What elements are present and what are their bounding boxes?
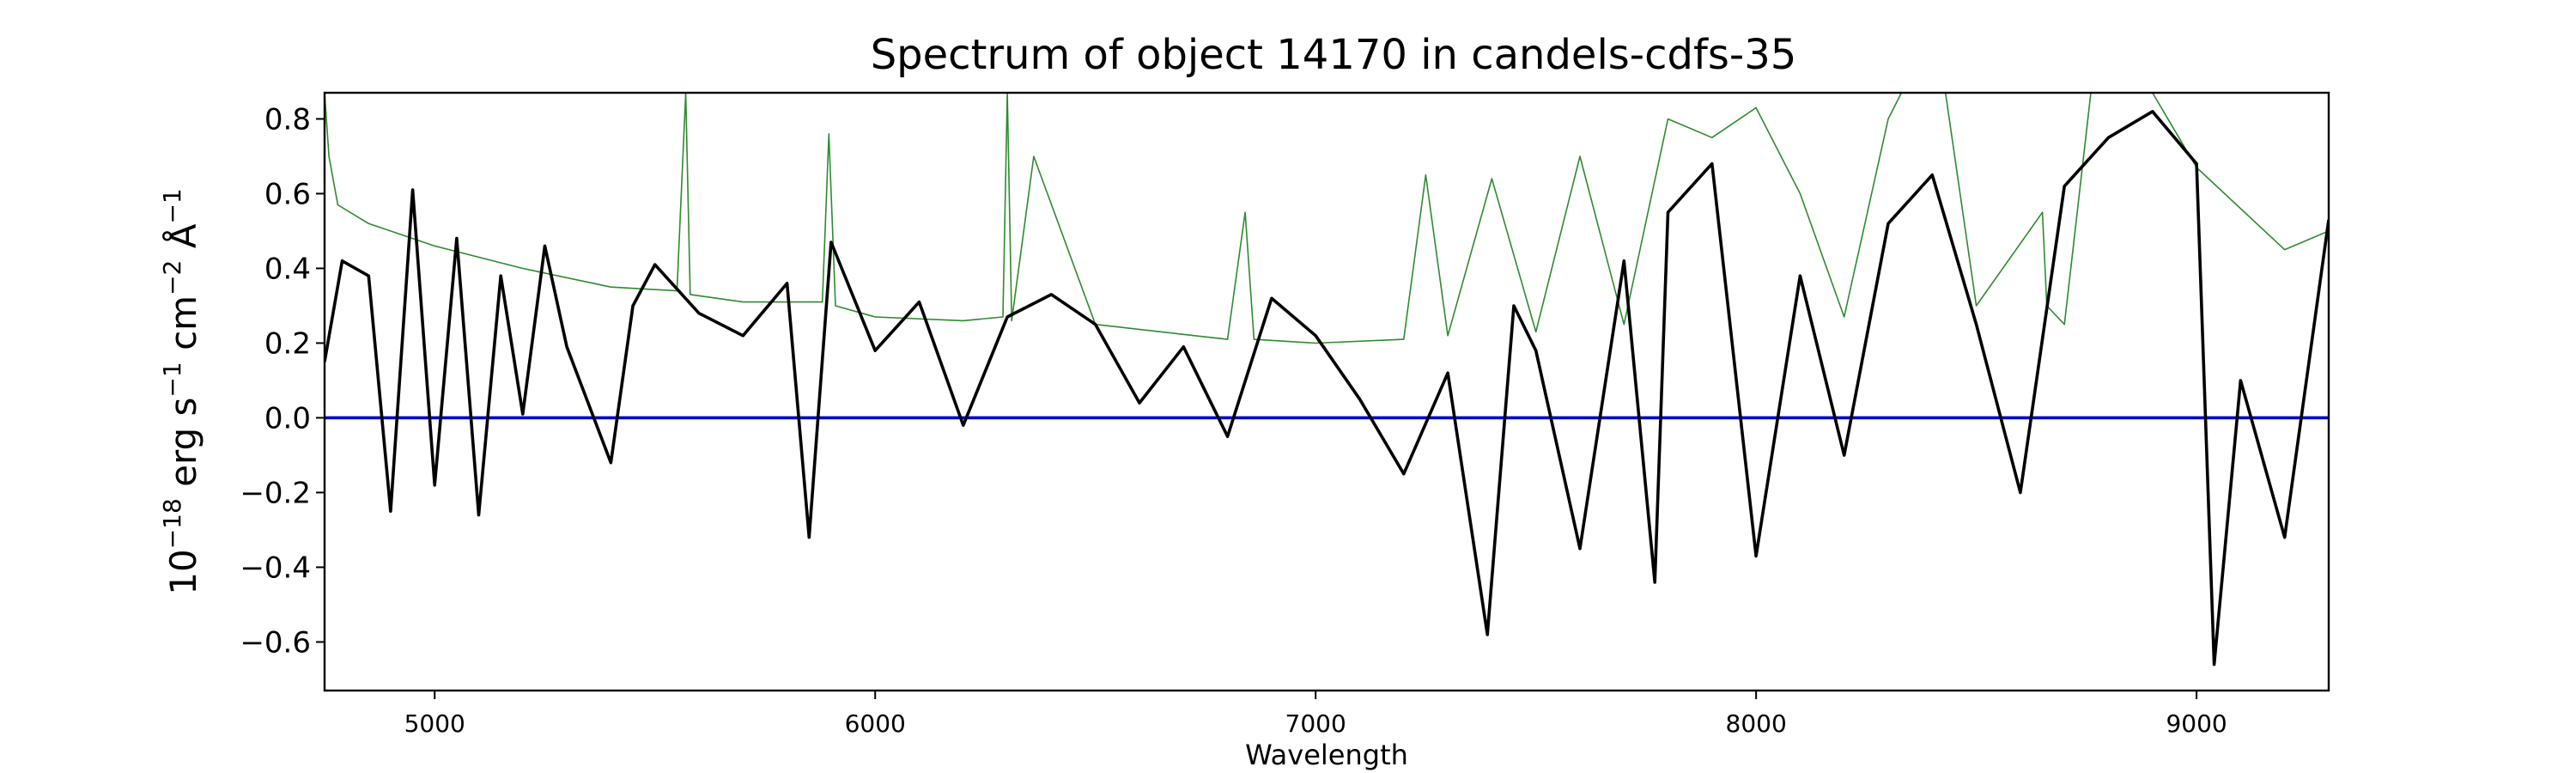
y-tick-label: 0.0 — [264, 401, 311, 435]
x-tick-label: 8000 — [1726, 709, 1787, 738]
x-tick-label: 9000 — [2166, 709, 2227, 738]
flux-series-line — [325, 110, 2329, 666]
chart-title: Spectrum of object 14170 in candels-cdfs… — [871, 31, 1797, 79]
y-tick-label: −0.4 — [240, 551, 311, 585]
x-tick-label: 6000 — [845, 709, 906, 738]
y-tick-label: 0.4 — [264, 252, 311, 286]
y-tick-label: −0.6 — [240, 625, 311, 660]
x-tick-label: 7000 — [1285, 709, 1346, 738]
x-axis-label: Wavelength — [1245, 739, 1408, 771]
y-tick-label: 0.8 — [264, 102, 311, 137]
plot-frame — [323, 91, 2330, 692]
y-axis-label: 10−18 erg s−1 cm−2 Å−1 — [158, 188, 204, 594]
y-tick-label: 0.2 — [264, 326, 311, 361]
y-tick-label: −0.2 — [240, 476, 311, 510]
y-tick-label: 0.6 — [264, 177, 311, 211]
error-series-line — [325, 93, 2329, 344]
x-tick-label: 5000 — [404, 709, 465, 738]
